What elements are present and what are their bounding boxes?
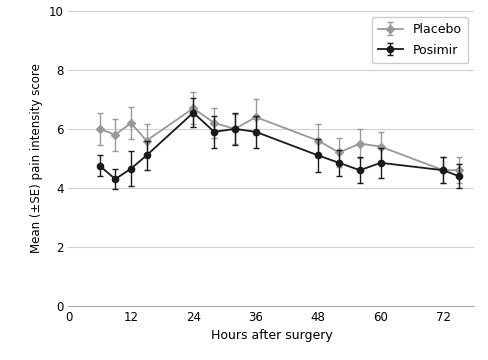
- X-axis label: Hours after surgery: Hours after surgery: [210, 329, 331, 342]
- Y-axis label: Mean (±SE) pain intensity score: Mean (±SE) pain intensity score: [30, 63, 43, 253]
- Legend: Placebo, Posimir: Placebo, Posimir: [371, 17, 467, 63]
